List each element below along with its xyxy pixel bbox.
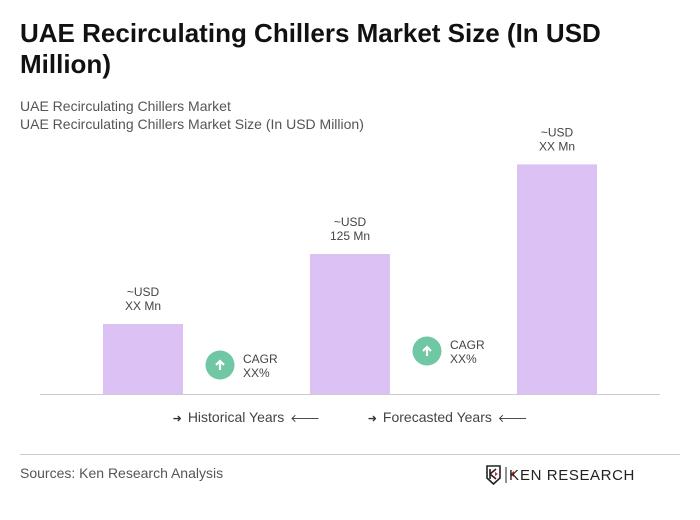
subtitle-market: UAE Recirculating Chillers Market <box>20 98 231 114</box>
arrow-left-icon: 🡐 <box>497 413 528 425</box>
cagr-label: CAGR <box>243 352 278 366</box>
legend: ➜ Historical Years 🡐 ➜ Forecasted Years 🡐 <box>0 409 700 425</box>
bar-data-label: ~USD <box>127 285 160 299</box>
bar-data-label: ~USD <box>541 125 574 139</box>
legend-forecasted: ➜ Forecasted Years 🡐 <box>362 409 534 425</box>
legend-forecasted-label: Forecasted Years <box>382 409 492 425</box>
svg-text:K: K <box>509 467 520 484</box>
divider <box>20 454 680 455</box>
cagr-label: CAGR <box>450 338 485 352</box>
arrow-right-icon: ➜ <box>367 413 377 425</box>
arrow-left-icon: 🡐 <box>290 413 320 425</box>
bar-data-label: ~USD <box>334 215 367 229</box>
legend-historical-label: Historical Years <box>187 409 285 425</box>
bar <box>517 164 597 394</box>
bar <box>310 254 390 394</box>
sources-note: Sources: Ken Research Analysis <box>20 465 224 481</box>
bar <box>103 324 183 394</box>
bar-data-label: XX Mn <box>125 299 161 313</box>
bar-data-label: XX Mn <box>539 139 575 153</box>
subtitle-size: UAE Recirculating Chillers Market Size (… <box>20 116 364 132</box>
ken-research-logo: K EN RESEARCH <box>486 465 635 486</box>
arrow-up-icon <box>215 359 225 370</box>
arrow-right-icon: ➜ <box>172 413 182 425</box>
legend-historical: ➜ Historical Years 🡐 <box>167 409 326 425</box>
chart-title: UAE Recirculating Chillers Market Size (… <box>20 18 601 79</box>
cagr-value: XX% <box>243 366 270 380</box>
svg-text:EN RESEARCH: EN RESEARCH <box>520 467 635 484</box>
cagr-value: XX% <box>450 352 477 366</box>
arrow-up-icon <box>422 345 432 356</box>
bar-data-label: 125 Mn <box>330 229 370 243</box>
